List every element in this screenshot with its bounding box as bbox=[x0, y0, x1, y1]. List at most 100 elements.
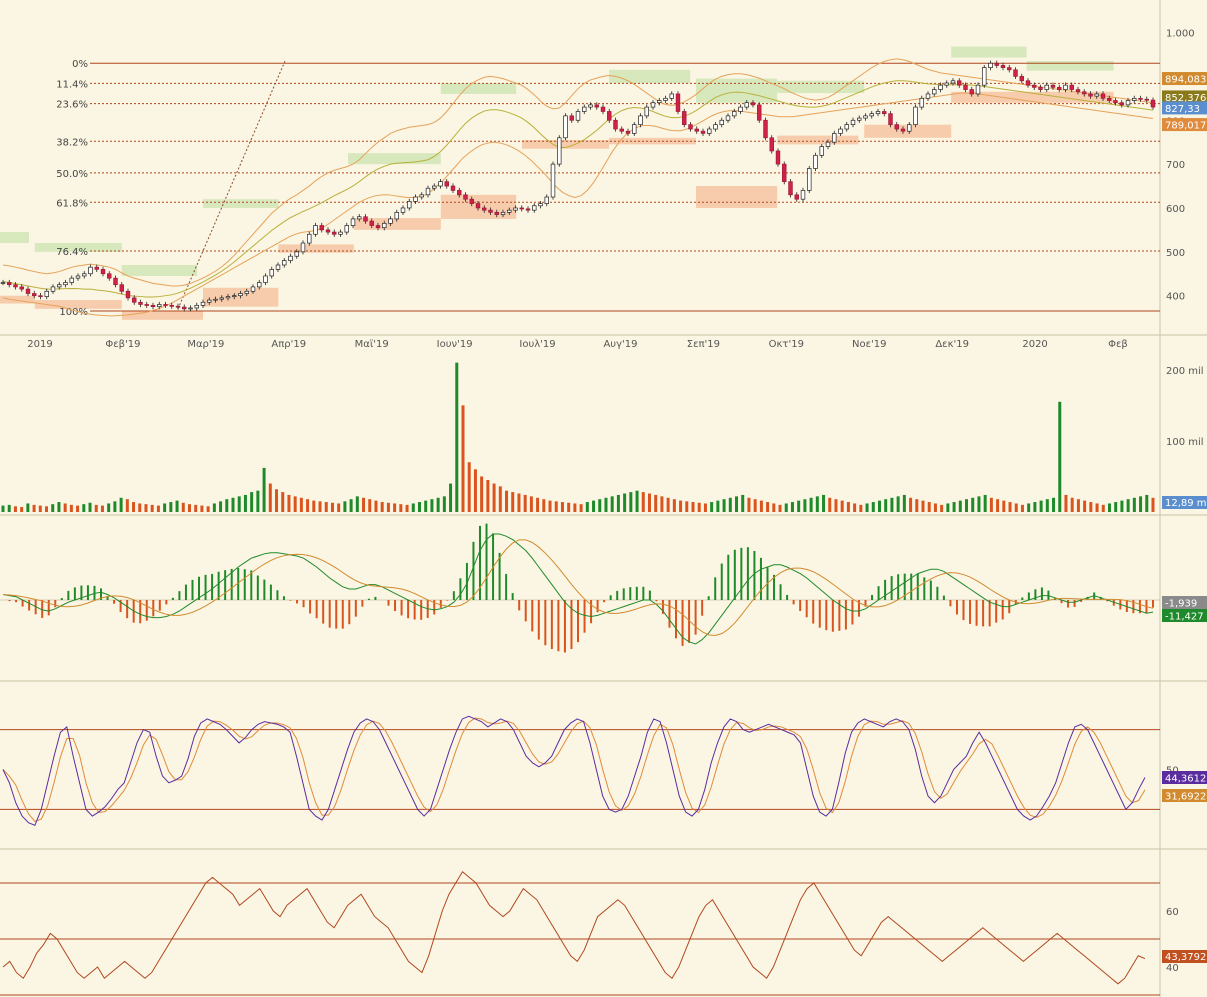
candle bbox=[669, 91, 674, 101]
candle bbox=[113, 275, 118, 288]
volume-bar bbox=[256, 490, 260, 512]
price-last-value: 894,083 bbox=[1165, 75, 1206, 86]
candle bbox=[0, 279, 6, 286]
volume-bar bbox=[735, 496, 739, 512]
volume-bar bbox=[1058, 401, 1062, 512]
volume-bar bbox=[529, 496, 533, 512]
candle bbox=[950, 78, 956, 86]
candle-body bbox=[869, 113, 874, 117]
candle-body bbox=[1075, 89, 1081, 93]
candle-body bbox=[275, 264, 281, 270]
candle bbox=[632, 122, 637, 137]
candle-body bbox=[488, 209, 493, 213]
candle bbox=[582, 104, 587, 115]
candle bbox=[913, 104, 918, 128]
volume-bar bbox=[337, 503, 341, 512]
price-zone bbox=[522, 139, 609, 149]
volume-bar bbox=[498, 486, 502, 512]
candle bbox=[75, 273, 81, 281]
candle bbox=[750, 100, 756, 108]
candle-body bbox=[719, 119, 724, 125]
candle-body bbox=[944, 82, 949, 86]
volume-bar bbox=[784, 503, 788, 512]
macd-signal-last-value: -11,427 bbox=[1165, 612, 1204, 623]
candle-body bbox=[913, 106, 918, 125]
candle bbox=[138, 299, 143, 308]
candle-body bbox=[232, 295, 237, 298]
volume-bar bbox=[623, 493, 627, 512]
volume-bar bbox=[703, 503, 707, 512]
candle-body bbox=[763, 119, 768, 139]
candle bbox=[713, 122, 718, 132]
candle-body bbox=[1144, 98, 1149, 101]
candle bbox=[1050, 82, 1056, 90]
price-zone bbox=[0, 295, 35, 304]
candle-body bbox=[500, 212, 506, 215]
candle bbox=[144, 301, 149, 308]
volume-bar bbox=[965, 499, 969, 512]
candle-body bbox=[507, 209, 512, 213]
candle bbox=[325, 227, 331, 235]
candle bbox=[807, 165, 812, 194]
volume-bar bbox=[492, 483, 496, 512]
volume-bar bbox=[554, 501, 558, 512]
candle-body bbox=[600, 106, 606, 112]
candle-body bbox=[344, 225, 349, 233]
candle bbox=[563, 113, 568, 141]
candle-body bbox=[650, 102, 656, 108]
volume-bar bbox=[455, 362, 459, 512]
candle-body bbox=[263, 275, 268, 283]
price-x-tick: Νοε'19 bbox=[852, 339, 886, 350]
candle bbox=[763, 117, 768, 141]
volume-bar bbox=[32, 504, 36, 512]
volume-bar bbox=[362, 497, 366, 512]
volume-bar bbox=[1145, 494, 1149, 512]
candle-body bbox=[788, 181, 793, 196]
candle bbox=[650, 100, 656, 110]
volume-bar bbox=[660, 496, 664, 512]
candle-body bbox=[794, 194, 799, 200]
candle-body bbox=[363, 216, 368, 222]
candle bbox=[1119, 100, 1124, 108]
volume-bar bbox=[69, 504, 73, 512]
candle bbox=[1138, 95, 1143, 102]
candle-body bbox=[1019, 76, 1024, 82]
volume-bar bbox=[380, 502, 384, 512]
price-last-value-bg bbox=[1162, 118, 1207, 132]
candle-body bbox=[1125, 100, 1131, 106]
candle bbox=[332, 229, 337, 237]
candle bbox=[313, 222, 318, 237]
volume-bar bbox=[1151, 497, 1155, 512]
candle-body bbox=[713, 124, 718, 130]
candle-body bbox=[138, 301, 143, 305]
price-zone bbox=[121, 264, 198, 276]
volume-bar bbox=[436, 497, 440, 512]
volume-bar bbox=[592, 500, 596, 512]
candle-body bbox=[19, 286, 24, 290]
volume-bar bbox=[505, 490, 509, 512]
candle bbox=[444, 179, 449, 189]
volume-bar bbox=[1002, 500, 1006, 512]
candle bbox=[225, 293, 231, 301]
candle-body bbox=[1000, 65, 1006, 68]
candle-body bbox=[575, 111, 581, 121]
candle bbox=[919, 95, 924, 110]
volume-bar bbox=[200, 505, 204, 512]
candle-body bbox=[857, 117, 862, 121]
candle-body bbox=[107, 273, 112, 279]
price-zone bbox=[951, 46, 1027, 58]
candle-body bbox=[1138, 97, 1143, 100]
candle bbox=[157, 301, 162, 310]
volume-bar bbox=[1052, 497, 1056, 512]
candle-body bbox=[1038, 87, 1043, 90]
candle-body bbox=[738, 106, 743, 112]
candle bbox=[182, 304, 187, 312]
volume-bar bbox=[666, 497, 670, 512]
price-x-tick: Σεπ'19 bbox=[687, 339, 720, 350]
candle bbox=[257, 279, 262, 290]
candle-body bbox=[1057, 87, 1062, 90]
candle bbox=[538, 200, 543, 209]
volume-bar bbox=[330, 502, 334, 512]
volume-bar bbox=[467, 462, 471, 512]
